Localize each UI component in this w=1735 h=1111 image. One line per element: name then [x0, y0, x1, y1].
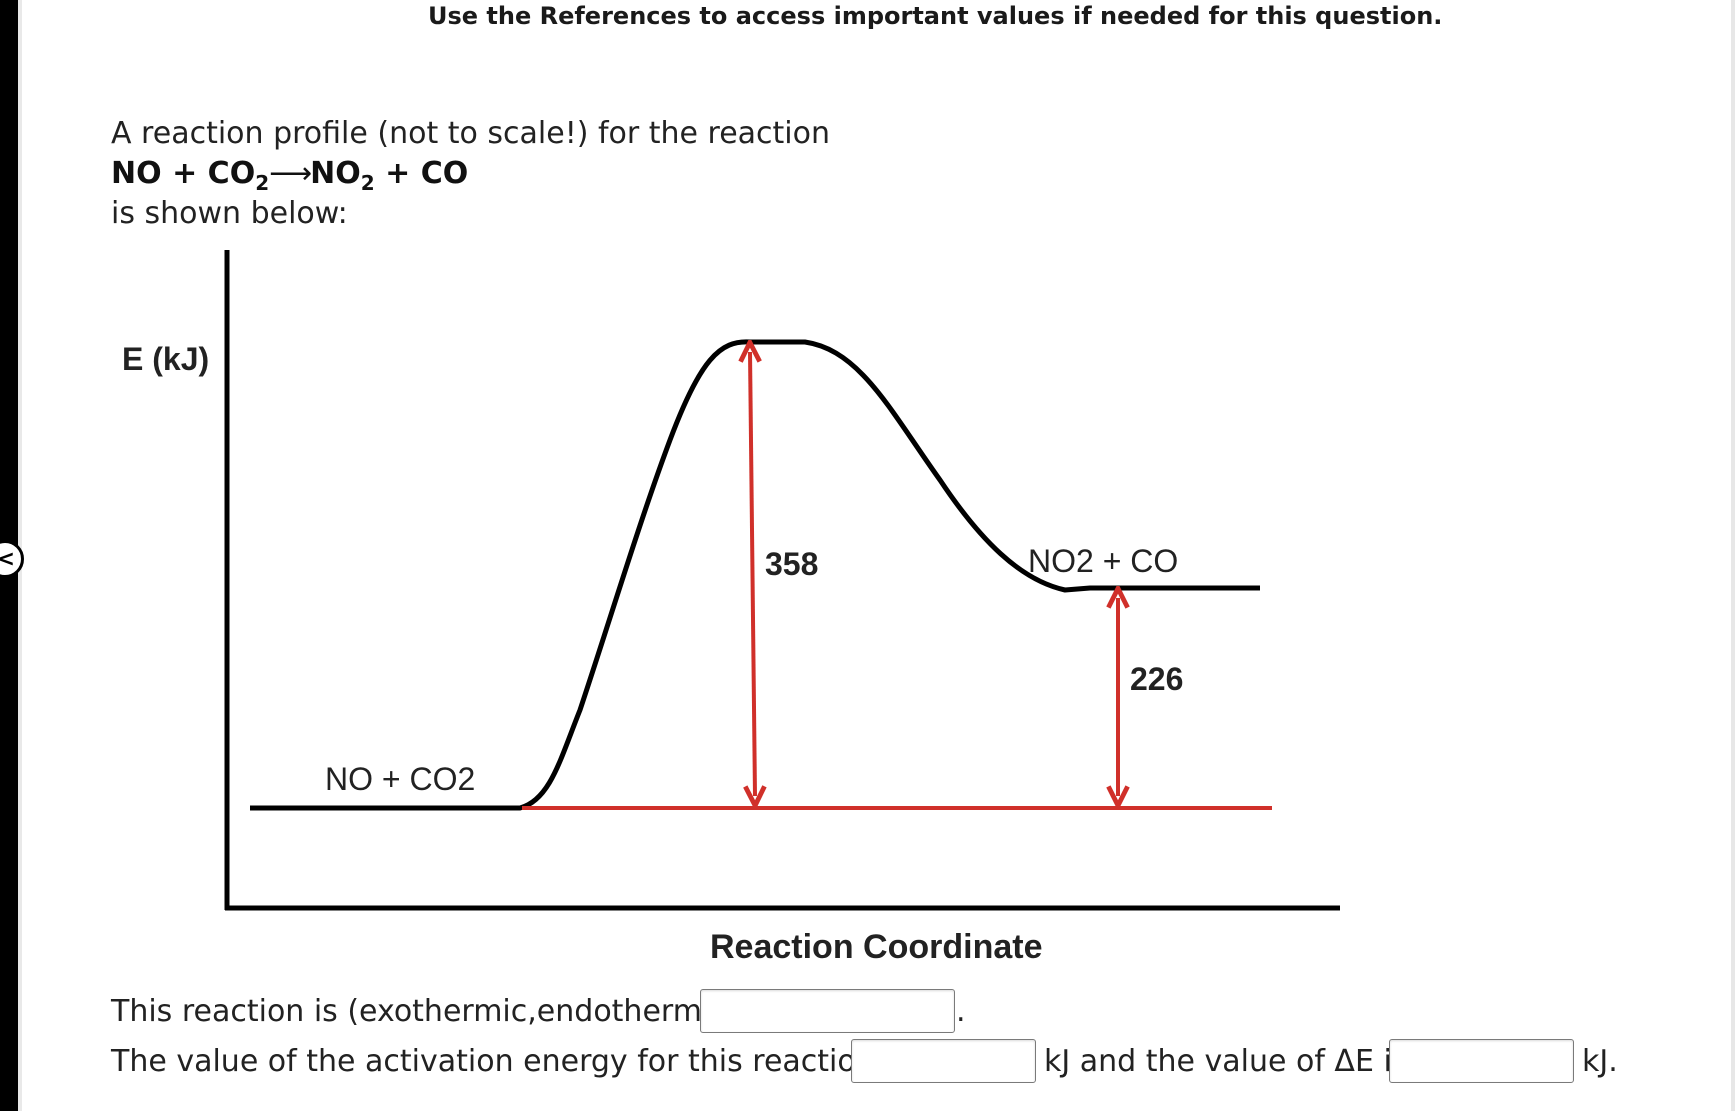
activation-energy-arrow — [750, 352, 755, 796]
chevron-left-icon: < — [0, 546, 15, 572]
product-2: CO — [420, 156, 469, 191]
reactant-1: NO — [111, 156, 162, 191]
activation-energy-input[interactable] — [851, 1039, 1036, 1083]
reference-note: Use the References to access important v… — [428, 2, 1443, 30]
prompt-shown-below: is shown below: — [111, 196, 348, 231]
product-label: NO2 + CO — [1028, 543, 1178, 579]
prompt-intro: A reaction profile (not to scale!) for t… — [111, 116, 830, 151]
delta-e-value-label: 226 — [1130, 661, 1183, 697]
y-axis-label: E (kJ) — [122, 341, 209, 377]
question-2-middle-text: kJ and the value of ΔE is — [1044, 1044, 1408, 1079]
reactant-label: NO + CO2 — [325, 761, 475, 797]
question-2-text: The value of the activation energy for t… — [111, 1044, 909, 1079]
plus-sign-2: + — [385, 156, 411, 191]
reactant-2-subscript: 2 — [255, 171, 270, 195]
question-1-text: This reaction is (exothermic,endothermic… — [111, 994, 739, 1029]
right-scroll-edge — [1731, 0, 1735, 1111]
reaction-arrow: ⟶ — [269, 156, 312, 191]
energy-curve — [250, 339, 1260, 811]
reactant-2: CO — [207, 156, 256, 191]
x-axis-label: Reaction Coordinate — [710, 928, 1042, 966]
product-1: NO — [310, 156, 361, 191]
question-1-period: . — [956, 994, 966, 1029]
reaction-type-input[interactable] — [700, 989, 955, 1033]
delta-e-input[interactable] — [1389, 1039, 1574, 1083]
reaction-equation: NO + CO2⟶NO2 + CO — [111, 156, 468, 195]
product-1-subscript: 2 — [360, 171, 375, 195]
activation-energy-value-label: 358 — [765, 546, 818, 582]
question-2-end-text: kJ. — [1582, 1044, 1618, 1079]
plus-sign: + — [172, 156, 198, 191]
reaction-profile-diagram: E (kJ) NO + CO2 NO2 + CO 358 226 Reactio… — [122, 250, 1340, 966]
